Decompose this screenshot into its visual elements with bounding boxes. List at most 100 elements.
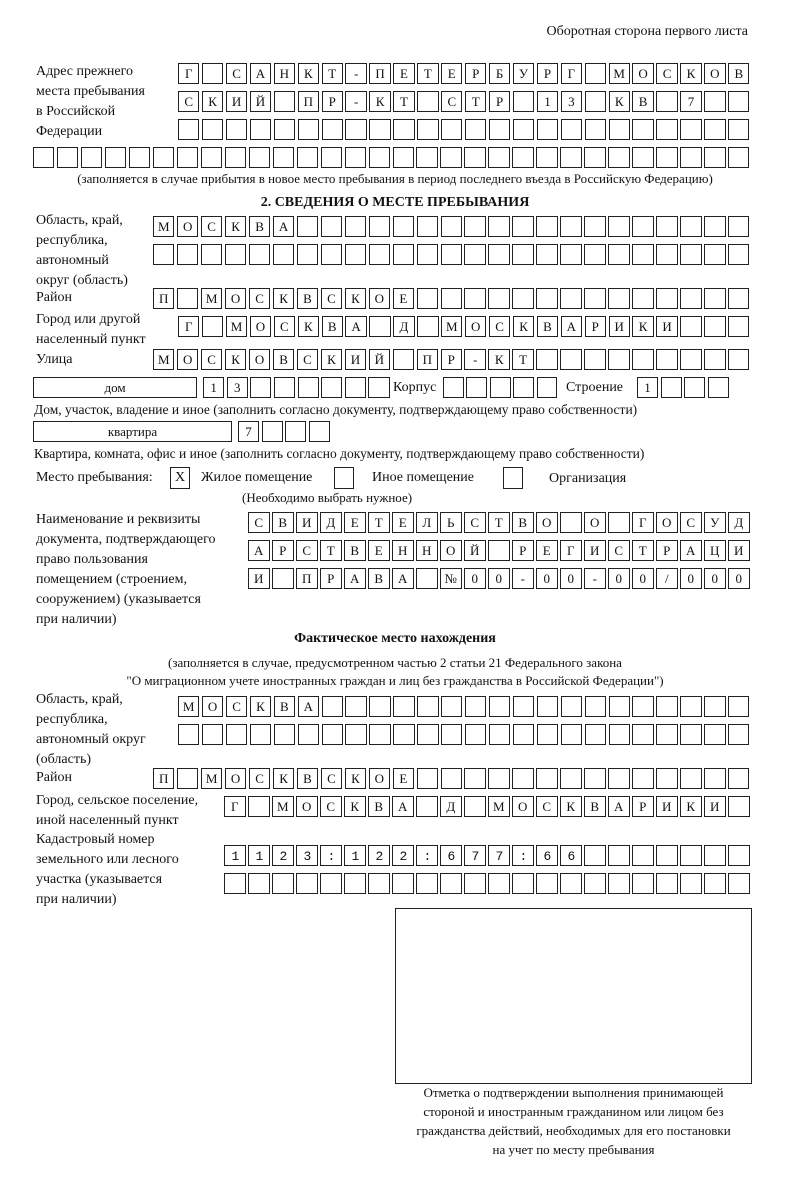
char-cell[interactable]: К — [297, 316, 319, 337]
char-cell[interactable] — [680, 244, 702, 265]
char-cell[interactable] — [656, 724, 678, 745]
char-cell[interactable] — [465, 119, 487, 140]
char-cell[interactable] — [680, 216, 702, 237]
char-cell[interactable]: Е — [392, 288, 415, 309]
char-cell[interactable]: О — [176, 349, 199, 370]
char-cell[interactable]: Е — [393, 63, 415, 84]
char-cell[interactable] — [632, 244, 654, 265]
char-cell[interactable] — [728, 796, 750, 817]
char-cell[interactable]: 1 — [637, 377, 658, 398]
char-cell[interactable]: О — [632, 63, 654, 84]
char-cell[interactable] — [465, 696, 487, 717]
char-cell[interactable]: Е — [392, 768, 415, 789]
char-cell[interactable] — [368, 216, 391, 237]
char-cell[interactable]: Р — [321, 91, 343, 112]
char-cell[interactable]: П — [416, 349, 438, 370]
char-cell[interactable] — [584, 873, 606, 894]
char-cell[interactable] — [584, 288, 606, 309]
char-cell[interactable] — [178, 724, 200, 745]
char-cell[interactable]: Р — [320, 568, 342, 589]
char-cell[interactable]: Д — [440, 796, 462, 817]
char-cell[interactable] — [224, 845, 246, 866]
char-cell[interactable]: М — [200, 288, 223, 309]
char-cell[interactable]: К — [344, 796, 366, 817]
char-cell[interactable] — [512, 119, 535, 140]
char-cell[interactable] — [368, 244, 391, 265]
char-cell[interactable] — [536, 377, 558, 398]
char-cell[interactable] — [104, 147, 127, 168]
char-cell[interactable] — [297, 119, 319, 140]
char-cell[interactable] — [464, 147, 486, 168]
char-cell[interactable] — [417, 316, 439, 337]
char-cell[interactable] — [200, 147, 223, 168]
char-cell[interactable] — [728, 119, 750, 140]
char-cell[interactable]: Н — [392, 540, 414, 561]
char-cell[interactable]: 3 — [560, 91, 583, 112]
char-cell[interactable]: Ь — [440, 512, 462, 533]
char-cell[interactable] — [608, 724, 630, 745]
char-cell[interactable] — [152, 147, 175, 168]
char-cell[interactable]: С — [320, 796, 342, 817]
char-cell[interactable]: Р — [536, 63, 559, 84]
char-cell[interactable]: С — [200, 349, 223, 370]
char-cell[interactable] — [704, 244, 726, 265]
char-cell[interactable] — [536, 873, 558, 894]
char-cell[interactable] — [393, 119, 415, 140]
flat-number-row[interactable]: 7 — [238, 421, 332, 443]
char-cell[interactable]: О — [465, 316, 487, 337]
char-cell[interactable]: С — [441, 91, 463, 112]
char-cell[interactable]: О — [512, 796, 534, 817]
char-cell[interactable] — [512, 696, 535, 717]
char-cell[interactable] — [296, 873, 318, 894]
char-cell[interactable]: П — [369, 63, 391, 84]
char-cell[interactable] — [249, 119, 272, 140]
char-cell[interactable] — [680, 724, 702, 745]
char-cell[interactable] — [488, 696, 511, 717]
char-cell[interactable]: С — [296, 349, 319, 370]
char-cell[interactable] — [512, 244, 534, 265]
char-cell[interactable] — [224, 873, 246, 894]
char-cell[interactable]: С — [248, 768, 271, 789]
char-cell[interactable]: А — [344, 568, 366, 589]
char-cell[interactable]: М — [272, 796, 294, 817]
char-cell[interactable] — [296, 244, 319, 265]
char-cell[interactable]: С — [320, 288, 343, 309]
char-cell[interactable] — [560, 696, 583, 717]
char-cell[interactable] — [368, 845, 390, 866]
char-cell[interactable] — [632, 696, 654, 717]
prev-address-row-3[interactable] — [178, 119, 752, 141]
char-cell[interactable]: П — [296, 568, 318, 589]
char-cell[interactable] — [224, 147, 247, 168]
char-cell[interactable] — [417, 119, 439, 140]
char-cell[interactable]: В — [296, 288, 319, 309]
char-cell[interactable]: Р — [512, 540, 534, 561]
char-cell[interactable]: О — [536, 512, 558, 533]
char-cell[interactable] — [608, 349, 630, 370]
char-cell[interactable] — [512, 147, 534, 168]
char-cell[interactable]: Г — [178, 63, 200, 84]
char-cell[interactable]: В — [728, 63, 750, 84]
char-cell[interactable]: Т — [393, 91, 415, 112]
char-cell[interactable] — [536, 768, 558, 789]
char-cell[interactable] — [728, 845, 750, 866]
char-cell[interactable] — [272, 568, 294, 589]
char-cell[interactable] — [632, 288, 654, 309]
char-cell[interactable] — [584, 119, 606, 140]
char-cell[interactable] — [704, 216, 726, 237]
char-cell[interactable]: № — [440, 568, 462, 589]
char-cell[interactable] — [392, 845, 414, 866]
char-cell[interactable] — [488, 119, 511, 140]
char-cell[interactable] — [488, 724, 511, 745]
char-cell[interactable] — [321, 377, 343, 398]
char-cell[interactable] — [704, 316, 726, 337]
char-cell[interactable]: М — [441, 316, 463, 337]
char-cell[interactable]: Д — [728, 512, 750, 533]
char-cell[interactable] — [560, 288, 582, 309]
char-cell[interactable]: Р — [656, 540, 678, 561]
char-cell[interactable] — [656, 873, 678, 894]
char-cell[interactable] — [273, 724, 296, 745]
